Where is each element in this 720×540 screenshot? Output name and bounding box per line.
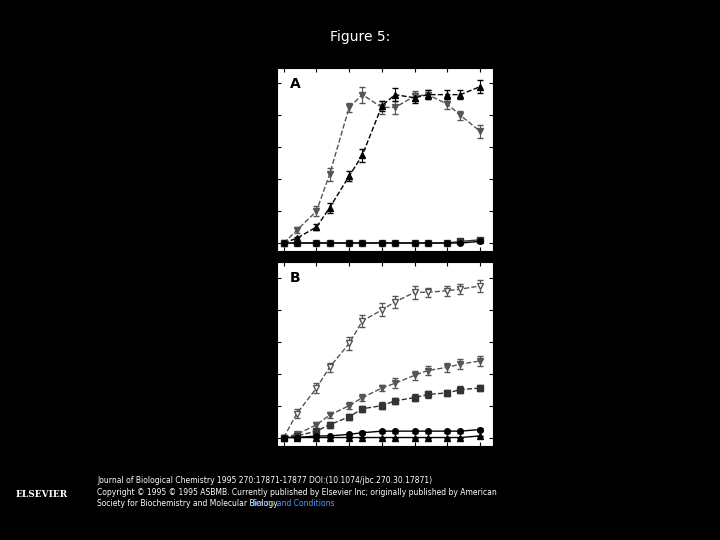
Text: Copyright © 1995 © 1995 ASBMB. Currently published by Elsevier Inc; originally p: Copyright © 1995 © 1995 ASBMB. Currently… bbox=[97, 488, 497, 497]
Text: Terms and Conditions: Terms and Conditions bbox=[252, 499, 335, 508]
Text: Figure 5:: Figure 5: bbox=[330, 30, 390, 44]
Text: Journal of Biological Chemistry 1995 270:17871-17877 DOI:(10.1074/jbc.270.30.178: Journal of Biological Chemistry 1995 270… bbox=[97, 476, 432, 485]
Text: Society for Biochemistry and Molecular Biology.: Society for Biochemistry and Molecular B… bbox=[97, 499, 279, 508]
Text: Plasmin (%maximum): Plasmin (%maximum) bbox=[242, 192, 255, 321]
Text: B: B bbox=[290, 271, 301, 285]
Text: ELSEVIER: ELSEVIER bbox=[16, 490, 68, 498]
X-axis label: Time (minutes): Time (minutes) bbox=[341, 466, 431, 479]
Text: A: A bbox=[290, 77, 301, 91]
